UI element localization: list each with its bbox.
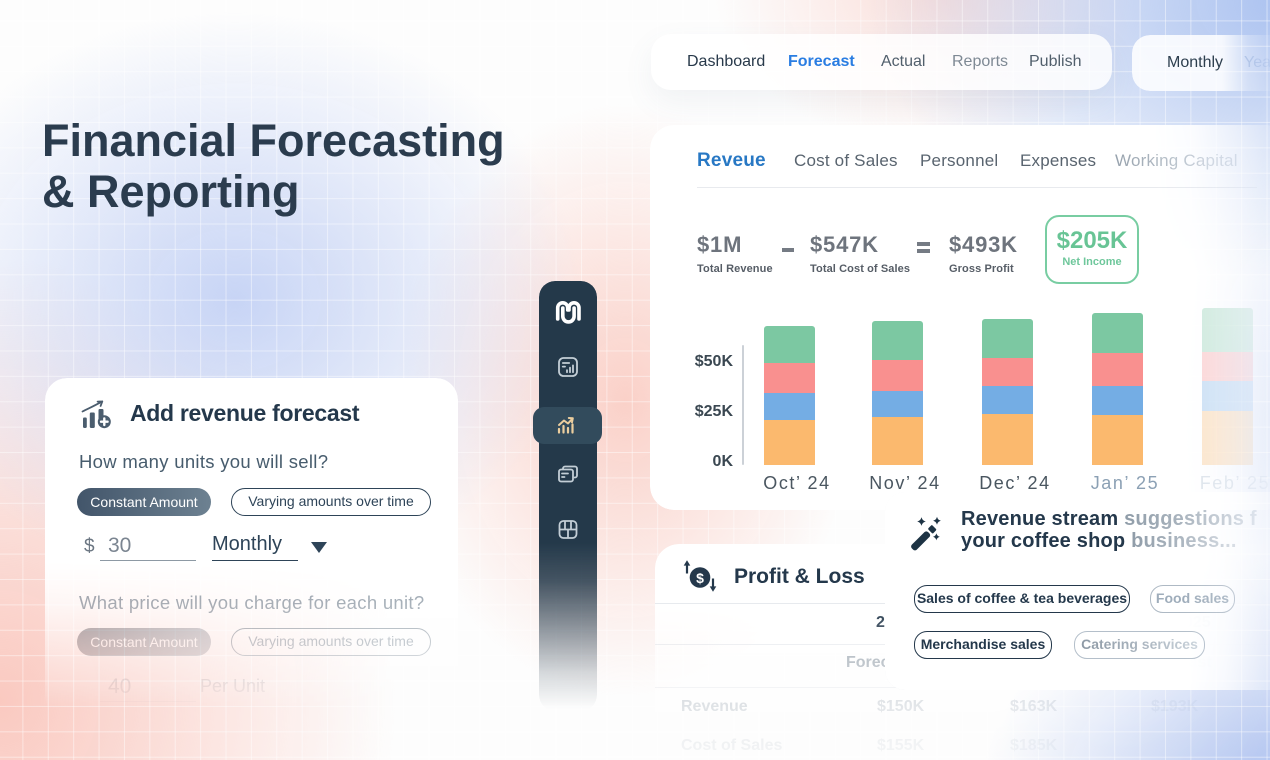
svg-text:$: $	[696, 570, 704, 586]
